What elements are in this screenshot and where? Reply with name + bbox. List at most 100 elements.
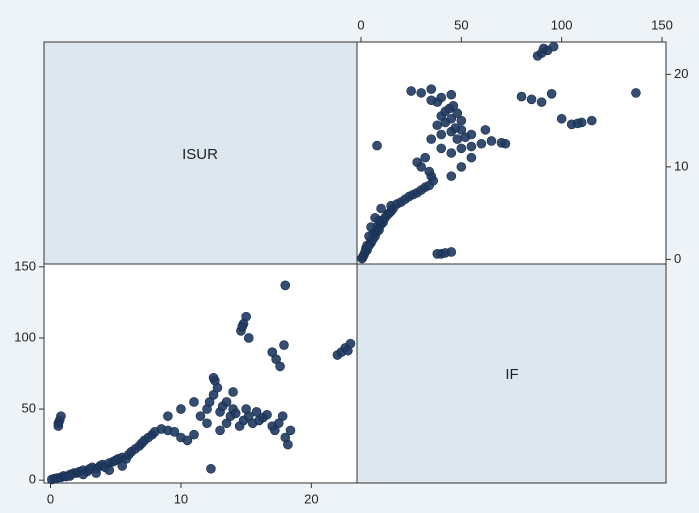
point — [446, 171, 457, 181]
point — [486, 136, 497, 146]
x-tick-label: 100 — [551, 17, 573, 32]
point — [241, 311, 251, 322]
point — [370, 212, 380, 223]
point — [228, 387, 238, 397]
point — [446, 247, 457, 257]
point — [169, 427, 180, 437]
point — [548, 41, 559, 52]
point — [480, 125, 491, 135]
point — [446, 113, 457, 124]
point — [202, 418, 212, 429]
point — [91, 468, 101, 478]
x-tick-label: 20 — [304, 491, 318, 506]
y-tick-label: 100 — [14, 329, 36, 344]
point — [466, 152, 477, 163]
point — [78, 469, 88, 480]
point — [466, 141, 477, 152]
y-tick-label: 20 — [674, 66, 688, 81]
point — [163, 411, 173, 421]
y-tick-label: 50 — [22, 400, 36, 415]
x-tick-label: 150 — [651, 17, 673, 32]
point — [56, 411, 66, 421]
point — [546, 89, 557, 99]
point — [195, 411, 206, 421]
point — [432, 120, 443, 131]
point — [372, 140, 382, 151]
x-tick-label: 0 — [357, 17, 364, 32]
point — [426, 84, 437, 94]
point — [243, 333, 254, 343]
variable-label: IF — [505, 366, 518, 383]
point — [206, 463, 216, 474]
point — [53, 421, 64, 431]
point — [104, 465, 115, 476]
point — [556, 113, 567, 124]
y-tick-label: 0 — [674, 251, 681, 266]
point — [364, 231, 374, 242]
x-tick-label: 0 — [47, 491, 54, 506]
point — [230, 408, 241, 419]
point — [456, 143, 467, 154]
point — [251, 407, 262, 417]
point — [446, 148, 457, 158]
point — [436, 129, 447, 140]
point — [182, 435, 193, 446]
point — [280, 280, 291, 291]
point — [221, 397, 232, 407]
point — [237, 321, 248, 332]
point — [376, 203, 386, 214]
point — [277, 411, 288, 421]
point — [500, 138, 511, 149]
scatter-panel — [44, 264, 357, 483]
point — [362, 240, 372, 251]
point — [117, 461, 128, 471]
point — [452, 108, 463, 119]
point — [426, 95, 437, 106]
point — [279, 340, 289, 350]
point — [366, 222, 376, 232]
x-tick-label: 10 — [174, 491, 188, 506]
point — [208, 372, 219, 383]
point — [424, 166, 435, 177]
point — [343, 345, 353, 356]
point — [526, 94, 537, 105]
point — [420, 152, 431, 163]
point — [586, 115, 597, 126]
point — [538, 43, 549, 54]
diagonal-panel — [357, 264, 666, 483]
y-tick-label: 0 — [29, 472, 36, 487]
point — [631, 88, 641, 98]
matrix-frame — [43, 41, 667, 484]
point — [189, 397, 199, 407]
point — [516, 91, 527, 102]
point — [536, 97, 547, 107]
point — [432, 249, 443, 259]
point — [436, 92, 447, 103]
point — [446, 89, 457, 100]
point — [456, 115, 467, 126]
point — [176, 404, 186, 414]
point — [412, 157, 422, 168]
point — [466, 129, 477, 140]
point — [416, 88, 427, 98]
y-tick-label: 150 — [14, 258, 36, 273]
variable-label: ISUR — [182, 146, 218, 163]
scatter-panel — [357, 42, 666, 264]
point — [448, 101, 459, 111]
point — [456, 162, 467, 172]
point — [275, 361, 285, 372]
point — [436, 143, 447, 154]
point — [450, 123, 461, 133]
point — [65, 471, 75, 481]
point — [406, 86, 416, 96]
point — [215, 425, 225, 436]
point — [572, 118, 583, 129]
point — [476, 138, 487, 149]
diagonal-panel — [44, 42, 357, 264]
point — [262, 409, 272, 420]
point — [189, 429, 199, 440]
point — [426, 134, 437, 144]
point — [283, 439, 293, 450]
point — [452, 134, 463, 144]
